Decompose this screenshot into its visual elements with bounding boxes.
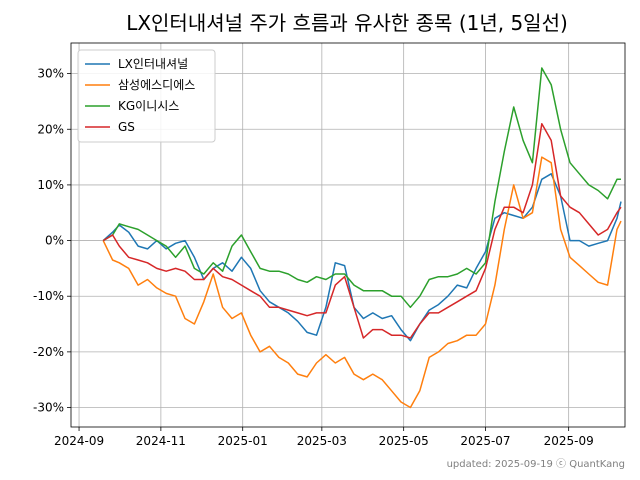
series-line-4 [103, 124, 621, 338]
y-axis: -30% -20% -10% 0% 10% 20% 30% [33, 67, 71, 415]
y-tick-label: -30% [33, 401, 64, 415]
legend-label: KG이니시스 [118, 99, 179, 113]
x-tick-label: 2025-03 [297, 434, 347, 448]
series-line-2 [103, 157, 621, 407]
legend-label: 삼성에스디에스 [118, 78, 195, 92]
x-tick-label: 2024-09 [54, 434, 104, 448]
legend-label: LX인터내셔널 [118, 57, 188, 71]
y-tick-label: 0% [45, 234, 64, 248]
x-tick-label: 2024-11 [136, 434, 186, 448]
x-tick-label: 2025-01 [218, 434, 268, 448]
x-tick-label: 2025-05 [379, 434, 429, 448]
y-tick-label: 30% [37, 67, 64, 81]
x-axis: 2024-09 2024-11 2025-01 2025-03 2025-05 2025-… [54, 427, 594, 448]
y-tick-label: 20% [37, 122, 64, 136]
y-tick-label: -20% [33, 345, 64, 359]
y-tick-label: 10% [37, 178, 64, 192]
chart-title: LX인터내셔널 주가 흐름과 유사한 종목 (1년, 5일선) [126, 11, 568, 35]
x-tick-label: 2025-07 [460, 434, 510, 448]
y-tick-label: -10% [33, 289, 64, 303]
x-tick-label: 2025-09 [544, 434, 594, 448]
footer-note: updated: 2025-09-19 ⓒ QuantKang [447, 458, 625, 470]
series-line-1 [103, 174, 621, 341]
legend-label: GS [118, 120, 135, 134]
